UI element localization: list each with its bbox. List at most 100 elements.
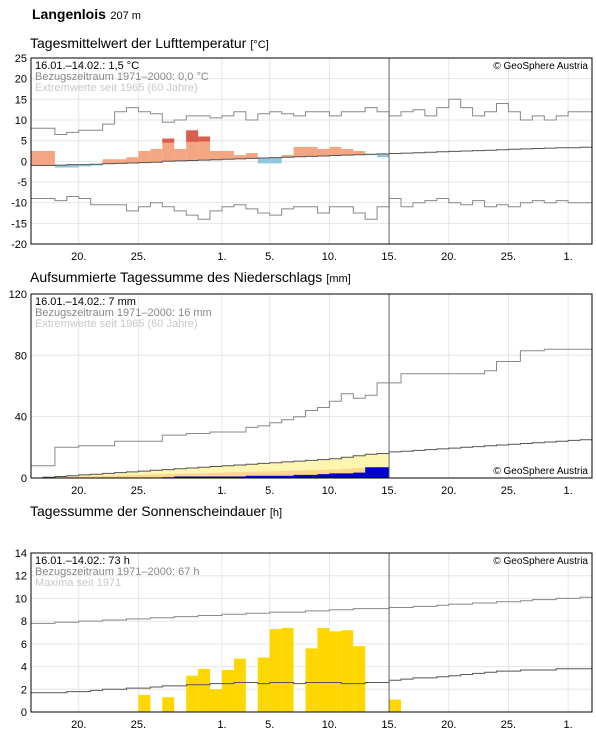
sun-bar [269, 629, 282, 712]
temp-bar [174, 148, 187, 161]
temp-bar [114, 159, 127, 164]
info-line: Maxima seit 1971 [35, 577, 121, 589]
info-line: Bezugszeitraum 1971–2000: 67 h [35, 566, 200, 578]
temp-bar [317, 148, 330, 156]
y-tick-label: 0 [21, 707, 27, 719]
y-tick-label: 4 [21, 662, 27, 674]
chart-unit: [mm] [326, 273, 350, 285]
chart-title: Tagessumme der Sonnenscheindauer [h] [30, 503, 282, 519]
temp-bar [353, 151, 366, 155]
y-tick-label: 20 [15, 74, 27, 86]
x-tick-label: 5. [265, 251, 274, 263]
sun-bar [210, 689, 222, 712]
series-norm-line [31, 668, 592, 694]
temp-bar [42, 151, 55, 166]
temp-bar [31, 151, 43, 166]
y-tick-label: 14 [15, 548, 27, 560]
temp-bar-strong [186, 130, 199, 142]
info-line: Extremwerte seit 1965 (60 Jahre) [35, 318, 198, 330]
temp-bar [377, 153, 390, 158]
sun-bar [138, 694, 151, 712]
sun-bar [305, 648, 318, 712]
sun-bar [317, 627, 330, 712]
temp-bar [329, 146, 342, 156]
temp-bar [198, 136, 211, 161]
x-tick-label: 20. [71, 719, 86, 729]
y-tick-label: -15 [11, 218, 27, 230]
copyright-label: © GeoSphere Austria [493, 61, 588, 72]
temp-bar [90, 164, 103, 166]
sun-bar [221, 669, 234, 712]
station-elevation: 207 m [110, 10, 141, 22]
station-header: Langenlois 207 m [32, 6, 141, 24]
x-tick-label: 20. [71, 251, 86, 263]
temp-bar [245, 153, 258, 159]
x-tick-label: 10. [322, 719, 337, 729]
x-tick-label: 15. [381, 719, 396, 729]
x-tick-label: 1. [217, 251, 226, 263]
copyright-label: © GeoSphere Austria [493, 466, 588, 477]
y-tick-label: 0 [21, 473, 27, 485]
temp-bar [257, 158, 270, 164]
sun-bar [353, 646, 366, 712]
temp-bar [293, 146, 306, 157]
x-tick-label: 15. [381, 485, 396, 497]
temp-bar [150, 148, 163, 163]
x-tick-label: 1. [217, 485, 226, 497]
y-tick-label: 10 [15, 593, 27, 605]
x-tick-label: 25. [501, 719, 516, 729]
series-max-line [31, 596, 592, 624]
y-tick-label: 25 [15, 53, 27, 65]
copyright-label: © GeoSphere Austria [493, 556, 588, 567]
temp-bar [281, 155, 294, 158]
x-tick-label: 15. [381, 251, 396, 263]
sun-bar [233, 658, 246, 712]
chart-unit: [°C] [250, 39, 268, 51]
sun-bar [162, 697, 175, 712]
y-tick-label: 10 [15, 115, 27, 127]
y-tick-label: 6 [21, 639, 27, 651]
temp-bar [78, 164, 91, 167]
y-tick-label: 0 [21, 156, 27, 168]
x-tick-label: 10. [322, 485, 337, 497]
series-max-line [31, 98, 592, 135]
x-tick-label: 25. [501, 251, 516, 263]
plot-frame [30, 293, 593, 479]
temp-bar [186, 130, 199, 161]
series-norm-line [31, 146, 592, 166]
x-tick-label: 20. [441, 251, 456, 263]
temp-bar-strong [162, 138, 175, 143]
x-tick-label: 5. [265, 719, 274, 729]
series-min-line [31, 196, 592, 220]
y-tick-label: -10 [11, 198, 27, 210]
y-tick-label: 120 [9, 289, 27, 301]
x-tick-label: 1. [564, 251, 573, 263]
sun-bar [281, 627, 294, 712]
temp-bar [162, 138, 175, 162]
y-tick-label: 40 [15, 412, 27, 424]
temp-bar [341, 148, 354, 156]
temp-bar [54, 165, 67, 168]
plot-frame [30, 57, 593, 245]
sun-bar [257, 657, 270, 712]
info-line: 16.01.–14.02.: 7 mm [35, 296, 136, 308]
temp-bar [221, 151, 234, 160]
info-line: Bezugszeitraum 1971–2000: 16 mm [35, 307, 212, 319]
x-tick-label: 5. [265, 485, 274, 497]
x-tick-label: 25. [501, 485, 516, 497]
x-tick-label: 20. [441, 485, 456, 497]
temp-bar [66, 164, 79, 168]
x-tick-label: 20. [71, 485, 86, 497]
x-tick-label: 25. [131, 251, 146, 263]
y-tick-label: 80 [15, 350, 27, 362]
chart-title: Tagesmittelwert der Lufttemperatur [°C] [30, 35, 269, 51]
x-tick-label: 20. [441, 719, 456, 729]
y-tick-label: 15 [15, 94, 27, 106]
temp-bar [269, 157, 282, 164]
y-tick-label: 5 [21, 136, 27, 148]
y-tick-label: -20 [11, 239, 27, 251]
info-line: 16.01.–14.02.: 1,5 °C [35, 60, 139, 72]
y-tick-label: 2 [21, 684, 27, 696]
sun-bar [329, 631, 342, 712]
